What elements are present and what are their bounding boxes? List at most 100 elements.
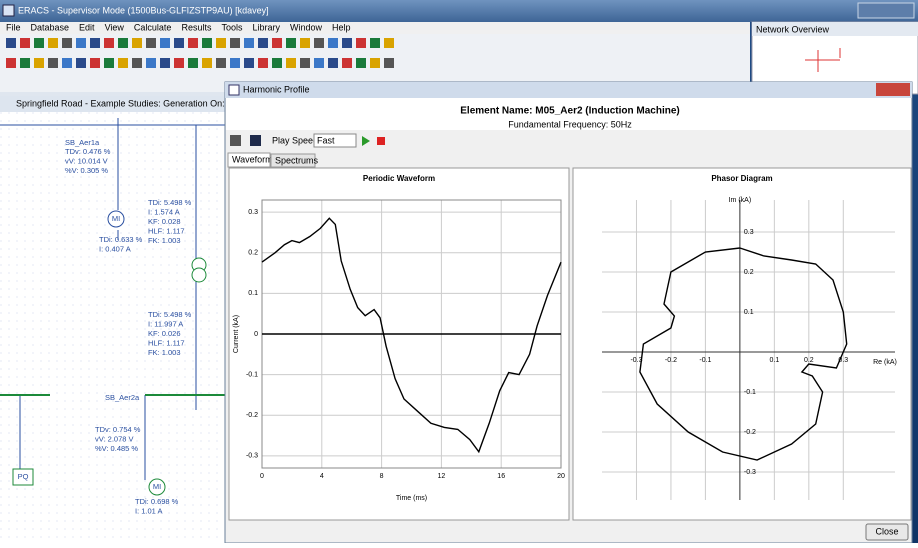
toolbar-button[interactable] (48, 58, 58, 68)
speed-value: Fast (317, 135, 335, 145)
toolbar-button[interactable] (118, 38, 128, 48)
y-tick-label: -0.3 (744, 469, 756, 476)
toolbar-button[interactable] (300, 58, 310, 68)
menu-item[interactable]: Help (332, 22, 351, 32)
result-label: HLF: 1.117 (148, 226, 185, 235)
toolbar-button[interactable] (328, 38, 338, 48)
toolbar-button[interactable] (76, 58, 86, 68)
toolbar-button[interactable] (342, 38, 352, 48)
menu-item[interactable]: Edit (79, 22, 95, 32)
toolbar-button[interactable] (146, 58, 156, 68)
toolbar-button[interactable] (300, 38, 310, 48)
window-controls[interactable] (858, 3, 914, 18)
print-button[interactable] (230, 135, 241, 146)
frequency: Fundamental Frequency: 50Hz (508, 119, 632, 129)
menu-item[interactable]: File (6, 22, 21, 32)
toolbar-button[interactable] (384, 58, 394, 68)
toolbar-button[interactable] (356, 58, 366, 68)
menu-item[interactable]: Window (290, 22, 323, 32)
toolbar-button[interactable] (286, 38, 296, 48)
y-tick-label: -0.1 (246, 371, 258, 378)
y-tick-label: -0.2 (744, 429, 756, 436)
menu-item[interactable]: View (105, 22, 125, 32)
toolbar-button[interactable] (342, 58, 352, 68)
toolbar-button[interactable] (370, 38, 380, 48)
toolbar-button[interactable] (174, 38, 184, 48)
toolbar-button[interactable] (188, 38, 198, 48)
toolbar-button[interactable] (286, 58, 296, 68)
close-x[interactable] (876, 83, 910, 96)
chart-title: Phasor Diagram (711, 174, 772, 183)
toolbar-button[interactable] (76, 38, 86, 48)
toolbar-button[interactable] (118, 58, 128, 68)
x-tick-label: 4 (320, 473, 324, 480)
menu-item[interactable]: Library (252, 22, 280, 32)
toolbar-button[interactable] (258, 58, 268, 68)
toolbar-button[interactable] (132, 58, 142, 68)
toolbar-button[interactable] (230, 58, 240, 68)
dialog-title-bar (225, 82, 912, 98)
result-label: TDi: 5.498 % (148, 310, 192, 319)
toolbar-button[interactable] (244, 38, 254, 48)
toolbar-button[interactable] (384, 38, 394, 48)
result-label: HLF: 1.117 (148, 338, 185, 347)
x-tick-label: -0.2 (665, 357, 677, 364)
toolbar-button[interactable] (62, 58, 72, 68)
toolbar-button[interactable] (216, 58, 226, 68)
toolbar-button[interactable] (146, 38, 156, 48)
app-icon (3, 5, 14, 16)
menu-item[interactable]: Results (181, 22, 212, 32)
symbol-label: MI (153, 482, 161, 491)
toolbar-button[interactable] (188, 58, 198, 68)
toolbar-button[interactable] (356, 38, 366, 48)
toolbar-button[interactable] (20, 58, 30, 68)
toolbar-button[interactable] (230, 38, 240, 48)
toolbar-button[interactable] (6, 58, 16, 68)
toolbar-button[interactable] (90, 38, 100, 48)
toolbar-button[interactable] (34, 58, 44, 68)
toolbar-button[interactable] (216, 38, 226, 48)
panel-title: Network Overview (756, 24, 830, 34)
y-tick-label: -0.3 (246, 453, 258, 460)
toolbar-button[interactable] (34, 38, 44, 48)
result-label: FK: 1.003 (148, 348, 181, 357)
result-label: TDv: 0.754 % (95, 425, 141, 434)
toolbar-button[interactable] (104, 38, 114, 48)
save-button[interactable] (250, 135, 261, 146)
toolbar-button[interactable] (62, 38, 72, 48)
toolbar-button[interactable] (160, 58, 170, 68)
toolbar-button[interactable] (20, 38, 30, 48)
stop-button[interactable] (377, 137, 385, 145)
toolbar-button[interactable] (90, 58, 100, 68)
x-tick-label: 0.1 (769, 357, 779, 364)
toolbar-button[interactable] (272, 38, 282, 48)
toolbar-button[interactable] (202, 58, 212, 68)
toolbar-button[interactable] (174, 58, 184, 68)
y-tick-label: -0.1 (744, 389, 756, 396)
diagram-title: Springfield Road - Example Studies: Gene… (16, 98, 245, 108)
toolbar-button[interactable] (160, 38, 170, 48)
menu-item[interactable]: Database (31, 22, 70, 32)
y-axis-label: Im (kA) (729, 197, 752, 204)
toolbar-button[interactable] (104, 58, 114, 68)
toolbar-button[interactable] (132, 38, 142, 48)
toolbar-button[interactable] (314, 58, 324, 68)
toolbar-button[interactable] (6, 38, 16, 48)
result-label: KF: 0.028 (148, 217, 181, 226)
toolbar-button[interactable] (258, 38, 268, 48)
menu-item[interactable]: Tools (221, 22, 243, 32)
menu-item[interactable]: Calculate (134, 22, 172, 32)
toolbar-button[interactable] (328, 58, 338, 68)
result-label: FK: 1.003 (148, 236, 181, 245)
x-tick-label: 12 (438, 473, 446, 480)
toolbar-button[interactable] (202, 38, 212, 48)
toolbar-button[interactable] (244, 58, 254, 68)
bus-label: SB_Aer2a (105, 393, 140, 402)
result-label: TDi: 5.498 % (148, 198, 192, 207)
toolbar-button[interactable] (370, 58, 380, 68)
toolbar-button[interactable] (314, 38, 324, 48)
symbol-label: PQ (18, 472, 29, 481)
toolbar-button[interactable] (272, 58, 282, 68)
toolbar-button[interactable] (48, 38, 58, 48)
y-tick-label: 0.2 (248, 250, 258, 257)
